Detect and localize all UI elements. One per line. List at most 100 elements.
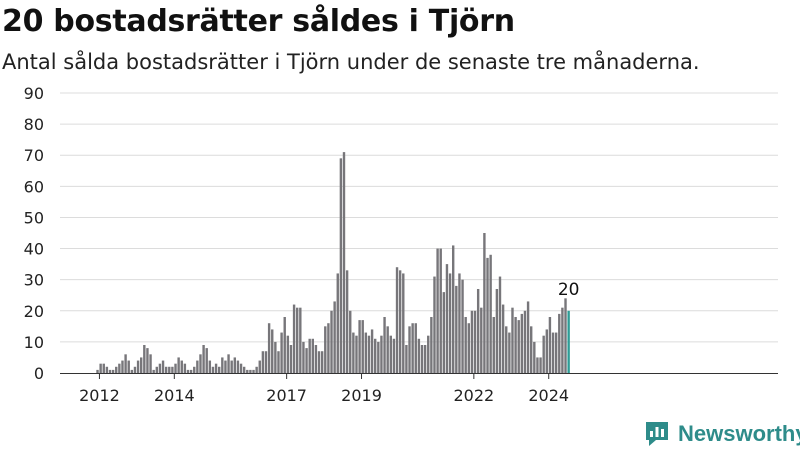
- x-tick-label: 2024: [528, 386, 569, 405]
- bar: [530, 326, 533, 373]
- bar: [339, 158, 343, 373]
- bar: [249, 369, 252, 373]
- bar: [355, 335, 358, 373]
- chart-subtitle: Antal sålda bostadsrätter i Tjörn under …: [2, 50, 700, 74]
- bar: [374, 338, 377, 373]
- y-tick-label: 20: [24, 302, 44, 321]
- bar-highlight: [567, 310, 570, 373]
- bar: [146, 348, 149, 373]
- bar: [533, 341, 536, 373]
- bar: [548, 317, 552, 373]
- bar: [505, 326, 508, 373]
- bar: [536, 357, 539, 373]
- bar: [430, 317, 433, 373]
- bar: [402, 273, 405, 373]
- bar: [420, 345, 424, 373]
- bar: [168, 366, 171, 373]
- bar: [483, 233, 486, 373]
- bar: [205, 348, 208, 373]
- bar: [526, 301, 530, 373]
- bar: [476, 289, 480, 373]
- chart-title: 20 bostadsrätter såldes i Tjörn: [2, 4, 515, 39]
- bar: [180, 360, 183, 373]
- bar: [102, 363, 105, 373]
- bar: [99, 363, 102, 373]
- y-axis-tick-labels: 0 10 20 30 40 50 60 70 80 90: [24, 84, 44, 383]
- bar: [395, 267, 399, 373]
- bar: [389, 335, 392, 373]
- bar: [193, 366, 196, 373]
- bar: [508, 332, 511, 373]
- bar: [311, 338, 314, 373]
- annotations: 20: [558, 280, 580, 300]
- bar: [277, 351, 280, 373]
- bar: [405, 345, 408, 373]
- bar: [136, 360, 140, 373]
- bar: [564, 298, 567, 373]
- newsworthy-icon: [646, 422, 668, 446]
- bar: [455, 285, 458, 373]
- bar: [545, 329, 548, 373]
- newsworthy-logo[interactable]: Newsworthy: [644, 420, 800, 448]
- bar: [458, 273, 461, 373]
- bar: [286, 335, 290, 373]
- x-tick-label: 2012: [79, 386, 120, 405]
- bar: [255, 366, 258, 373]
- bar: [520, 313, 524, 373]
- x-tick-label: 2014: [154, 386, 195, 405]
- bar: [252, 369, 255, 373]
- bar: [336, 273, 339, 373]
- bar: [398, 270, 402, 373]
- bar: [161, 360, 165, 373]
- bar: [342, 152, 346, 373]
- bar: [267, 323, 271, 373]
- bar: [196, 360, 199, 373]
- bar: [280, 332, 283, 373]
- bar: [445, 264, 449, 373]
- bar: [152, 369, 155, 373]
- bar: [439, 248, 442, 373]
- bar: [299, 307, 302, 373]
- bar: [345, 270, 349, 373]
- bar: [364, 332, 368, 373]
- bar: [261, 351, 265, 373]
- bar: [186, 369, 190, 373]
- bar: [423, 345, 427, 373]
- bar: [467, 323, 470, 373]
- bar: [330, 310, 333, 373]
- bar: [386, 326, 389, 373]
- bar: [442, 292, 446, 373]
- brand-name: Newsworthy: [678, 421, 800, 446]
- bar: [283, 317, 286, 373]
- bar: [539, 357, 542, 373]
- bar: [517, 320, 520, 373]
- x-tick-label: 2022: [453, 386, 494, 405]
- bar: [320, 351, 324, 373]
- y-tick-label: 50: [24, 208, 44, 227]
- y-tick-label: 80: [24, 115, 44, 134]
- bar: [392, 338, 396, 373]
- bar: [183, 363, 187, 373]
- bar: [308, 338, 311, 373]
- bars: [96, 152, 570, 373]
- y-tick-label: 70: [24, 146, 44, 165]
- bar: [140, 357, 143, 373]
- x-axis-tick-labels: 2012 2014 2017 2019 2022 2024: [79, 373, 569, 405]
- bar: [108, 369, 112, 373]
- bar: [130, 369, 134, 373]
- bar: [233, 357, 236, 373]
- bar: [274, 341, 277, 373]
- bar: [501, 304, 505, 373]
- bar: [292, 304, 296, 373]
- bar: [118, 363, 121, 373]
- bar: [127, 360, 130, 373]
- bar: [199, 354, 202, 373]
- x-tick-label: 2019: [341, 386, 382, 405]
- bar: [489, 254, 492, 373]
- bar: [96, 369, 99, 373]
- bar: [149, 354, 152, 373]
- bar: [361, 320, 364, 373]
- bar: [246, 369, 249, 373]
- bar: [105, 366, 109, 373]
- bar: [218, 366, 221, 373]
